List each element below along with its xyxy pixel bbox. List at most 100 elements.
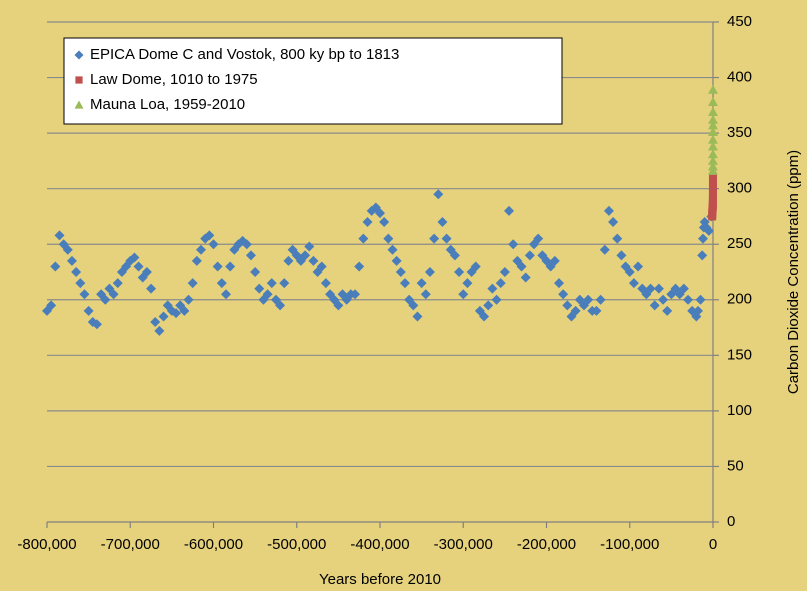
data-point	[707, 161, 718, 171]
data-point	[653, 283, 664, 294]
data-point	[707, 155, 718, 165]
data-point	[262, 289, 273, 300]
data-point	[454, 267, 465, 277]
data-point	[354, 261, 365, 272]
data-point	[83, 305, 94, 316]
data-point	[695, 294, 706, 305]
y-tick-label: 300	[727, 180, 752, 197]
data-point	[179, 305, 190, 316]
data-point	[79, 289, 90, 300]
data-point	[283, 255, 294, 266]
data-point	[470, 261, 481, 272]
data-point	[707, 120, 718, 130]
data-point	[333, 300, 344, 311]
data-point	[595, 294, 606, 305]
data-point	[108, 289, 119, 300]
data-point	[708, 84, 718, 94]
y-tick-label: 100	[727, 402, 752, 419]
data-point	[462, 278, 473, 289]
data-point	[129, 252, 140, 263]
data-point	[479, 311, 490, 322]
data-point	[46, 300, 57, 311]
y-tick-label: 200	[727, 291, 752, 308]
y-tick-label: 0	[727, 513, 735, 530]
data-point	[591, 305, 602, 316]
data-point	[150, 317, 161, 327]
y-tick-label: 450	[727, 13, 752, 30]
data-point	[424, 267, 435, 277]
data-point	[703, 225, 714, 236]
data-point	[62, 244, 73, 255]
legend-label: Mauna Loa, 1959-2010	[90, 96, 245, 113]
data-point	[395, 267, 406, 277]
data-point	[583, 294, 594, 305]
data-point	[499, 267, 510, 277]
x-tick-label: -100,000	[600, 536, 659, 553]
data-point	[608, 217, 619, 227]
data-point	[266, 278, 277, 289]
data-point	[624, 267, 635, 277]
data-point	[437, 217, 448, 227]
data-point	[220, 289, 231, 300]
data-point	[693, 305, 704, 316]
data-point	[420, 289, 431, 300]
data-point	[100, 294, 111, 305]
data-point	[537, 250, 548, 261]
data-point	[350, 289, 361, 300]
data-point	[279, 278, 290, 289]
data-point	[683, 294, 694, 305]
y-tick-label: 150	[727, 346, 752, 363]
data-point	[645, 283, 656, 294]
data-point	[154, 325, 165, 336]
data-point	[708, 173, 717, 182]
data-point	[300, 250, 311, 261]
data-point	[66, 255, 77, 266]
data-point	[616, 250, 627, 261]
data-point	[570, 305, 581, 316]
data-point	[391, 255, 402, 266]
x-tick-label: 0	[709, 536, 717, 553]
data-point	[697, 250, 708, 261]
plot-points	[42, 84, 718, 336]
data-point	[204, 230, 215, 241]
data-point	[399, 278, 410, 289]
data-point	[320, 278, 331, 289]
data-point	[304, 241, 315, 252]
data-point	[358, 233, 369, 244]
data-point	[429, 233, 440, 244]
data-point	[707, 141, 718, 151]
data-point	[146, 283, 157, 294]
data-point	[708, 183, 717, 192]
data-point	[412, 311, 423, 322]
data-point	[707, 114, 718, 124]
x-axis-title: Years before 2010	[319, 571, 441, 588]
x-tick-label: -300,000	[434, 536, 493, 553]
data-point	[250, 267, 261, 277]
data-point	[707, 97, 718, 106]
data-point	[187, 278, 198, 289]
data-point	[491, 294, 502, 305]
x-tick-label: -700,000	[101, 536, 160, 553]
data-point	[603, 205, 614, 216]
data-point	[533, 233, 544, 244]
data-point	[112, 278, 123, 289]
legend-label: EPICA Dome C and Vostok, 800 ky bp to 18…	[90, 46, 399, 63]
x-tick-label: -500,000	[267, 536, 326, 553]
data-point	[71, 267, 82, 277]
data-point	[408, 300, 419, 311]
data-point	[662, 305, 673, 316]
data-point	[516, 261, 527, 272]
grid	[46, 21, 719, 528]
data-point	[633, 261, 644, 272]
data-point	[495, 278, 506, 289]
data-point	[628, 278, 639, 289]
data-point	[183, 294, 194, 305]
data-point	[254, 283, 265, 294]
data-point	[698, 233, 709, 244]
data-point	[191, 255, 202, 266]
x-tick-label: -600,000	[184, 536, 243, 553]
data-point	[416, 278, 427, 289]
data-point	[524, 250, 535, 261]
data-point	[483, 300, 494, 311]
data-point	[707, 134, 718, 144]
